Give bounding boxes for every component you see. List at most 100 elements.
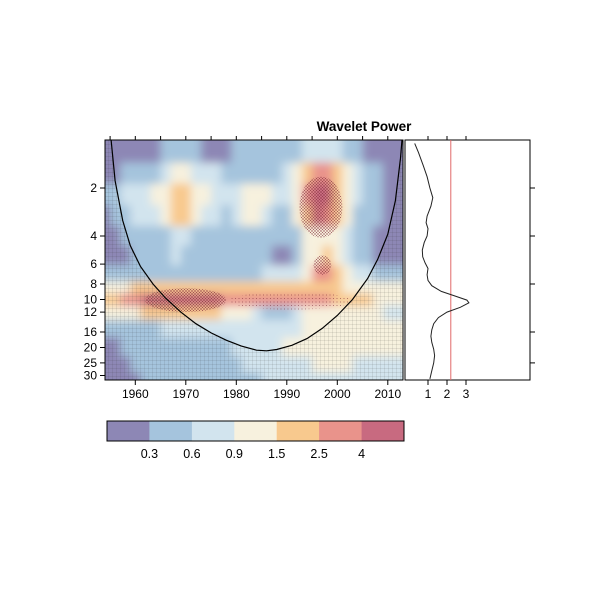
colorbar-segment (191, 421, 235, 441)
heatmap-cell (302, 305, 313, 321)
heatmap-cell (120, 162, 131, 185)
x-tick-label: 1980 (223, 387, 250, 401)
heatmap-cell (291, 305, 303, 321)
heatmap-cell (362, 183, 374, 206)
heatmap-cell (291, 281, 303, 295)
spectrum-panel-border (404, 139, 531, 381)
heatmap-cell (190, 205, 202, 227)
y-tick-label: 10 (84, 293, 98, 307)
heatmap-cell (160, 140, 172, 164)
heatmap-cell (281, 319, 293, 339)
heatmap-cell (180, 245, 192, 266)
heatmap-cell (201, 305, 212, 321)
x-tick-label: 1990 (273, 387, 300, 401)
heatmap-cell (251, 319, 263, 339)
colorbar-segment (319, 421, 362, 441)
heatmap-cell (281, 226, 293, 247)
heatmap-cell (291, 245, 303, 266)
heatmap-cell (130, 140, 141, 164)
heatmap-cell (221, 293, 232, 307)
heatmap-cell (261, 245, 273, 266)
heatmap-cell (271, 319, 283, 339)
heatmap-cell (150, 205, 162, 227)
colorbar-break-label: 4 (358, 447, 365, 461)
heatmap-cell (211, 140, 222, 164)
heatmap-cell (251, 226, 263, 247)
y-tick-label: 25 (84, 356, 98, 370)
heatmap-cell (170, 265, 182, 283)
heatmap-cell (261, 265, 273, 283)
heatmap-cell (332, 281, 343, 295)
heatmap-cell (372, 183, 384, 206)
heatmap-cell (231, 319, 242, 339)
heatmap-cell (251, 245, 263, 266)
heatmap-cell (362, 245, 374, 266)
spectrum-x-tick-label: 1 (425, 387, 432, 401)
heatmap-cell (332, 305, 343, 321)
heatmap-cell (190, 281, 202, 295)
heatmap-cell (372, 245, 384, 266)
heatmap-cell (312, 162, 323, 185)
heatmap-cell (160, 205, 172, 227)
heatmap-cell (241, 281, 253, 295)
heatmap-cell (271, 226, 283, 247)
heatmap-cell (241, 245, 253, 266)
heatmap-cell (392, 162, 403, 185)
heatmap-cell (382, 140, 394, 164)
heatmap-cell (180, 226, 192, 247)
heatmap-cell (271, 140, 283, 164)
heatmap-cell (372, 205, 384, 227)
heatmap-cell (231, 245, 242, 266)
heatmap-cell (201, 319, 212, 339)
heatmap-cell (180, 183, 192, 206)
heatmap-cell (261, 337, 273, 358)
heatmap-cell (231, 265, 242, 283)
heatmap-cell (150, 183, 162, 206)
colorbar-segment (276, 421, 320, 441)
y-tick-label: 6 (90, 257, 97, 271)
heatmap-cell (352, 281, 364, 295)
heatmap-cell (211, 305, 222, 321)
heatmap-cell (352, 245, 364, 266)
heatmap-cell (281, 140, 293, 164)
heatmap-cell (291, 319, 303, 339)
heatmap-cell (190, 245, 202, 266)
x-tick-label: 2010 (374, 387, 401, 401)
heatmap-cell (110, 140, 121, 164)
y-tick-label: 30 (84, 369, 98, 383)
heatmap-cell (302, 226, 313, 247)
global-spectrum-curve (414, 143, 470, 380)
heatmap-cell (211, 226, 222, 247)
heatmap-cell (352, 140, 364, 164)
heatmap-cell (231, 281, 242, 295)
heatmap-cell (120, 140, 131, 164)
heatmap-cell (352, 183, 364, 206)
heatmap-cell (231, 305, 242, 321)
heatmap-cell (382, 183, 394, 206)
heatmap-cell (372, 226, 384, 247)
heatmap-cell (130, 162, 141, 185)
heatmap-cell (221, 245, 232, 266)
significant-power-region (299, 176, 343, 238)
heatmap-cell (302, 162, 313, 185)
heatmap-cell (312, 281, 323, 295)
heatmap-cell (190, 162, 202, 185)
heatmap-cell (322, 281, 333, 295)
heatmap-cell (241, 183, 253, 206)
heatmap-cell (342, 265, 354, 283)
heatmap-cell (332, 140, 343, 164)
heatmap-cell (271, 205, 283, 227)
y-tick-label: 12 (84, 305, 98, 319)
heatmap-cell (332, 265, 343, 283)
heatmap-cell (211, 319, 222, 339)
heatmap-cell (221, 319, 232, 339)
heatmap-cell (180, 281, 192, 295)
heatmap-cell (130, 226, 141, 247)
heatmap-cell (211, 183, 222, 206)
heatmap-cell (241, 205, 253, 227)
heatmap-cell (281, 281, 293, 295)
chart-title: Wavelet Power (317, 119, 413, 134)
heatmap-cell (352, 265, 364, 283)
significant-power-region (313, 255, 332, 275)
colorbar-break-label: 0.6 (183, 447, 200, 461)
